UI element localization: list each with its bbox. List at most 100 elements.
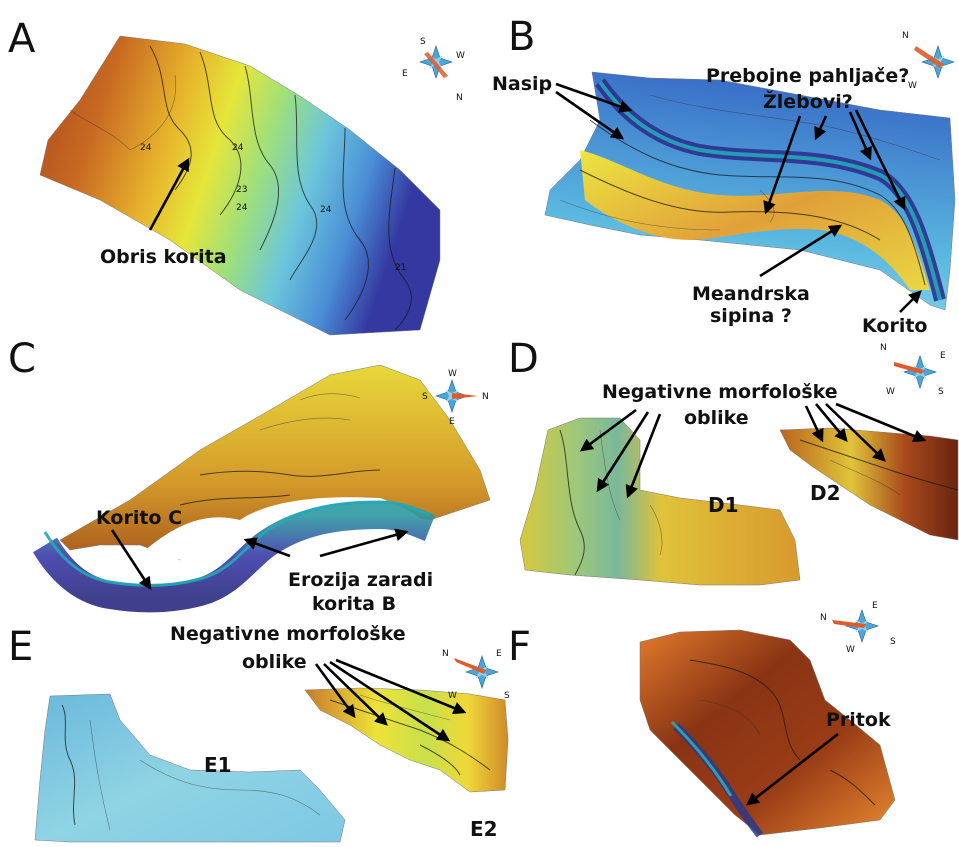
contours-e1 xyxy=(61,704,321,831)
svg-text:S: S xyxy=(890,637,896,647)
surface-e1 xyxy=(34,693,346,843)
compass-c: W S N E xyxy=(422,369,489,427)
svg-text:N: N xyxy=(482,392,489,402)
compass-a: S W E N xyxy=(402,37,465,103)
arrow-d1-2 xyxy=(596,411,650,493)
label-obris-korita: Obris korita xyxy=(100,246,227,268)
contour-label-a3: 23 xyxy=(236,185,247,195)
label-erozija-1: Erozija zaradi xyxy=(288,569,433,591)
svg-text:E: E xyxy=(940,351,946,361)
panel-e: E Negativne morfološke oblike E1 E2 N E … xyxy=(8,623,510,843)
arrow-levee-2 xyxy=(555,90,625,140)
label-d1: D1 xyxy=(708,493,739,517)
panel-f: F Pritok N E W S xyxy=(508,601,896,838)
surface-f xyxy=(639,629,896,836)
label-korito-c: Korito C xyxy=(96,507,182,529)
svg-text:E: E xyxy=(872,601,878,611)
svg-text:E: E xyxy=(449,417,455,427)
svg-text:S: S xyxy=(420,37,426,47)
panel-b: B Nasip Prebojne pahljače? Žlebovi? Mean… xyxy=(492,14,956,337)
arrow-groove-2 xyxy=(814,115,828,141)
label-pritok: Pritok xyxy=(826,709,891,731)
svg-text:W: W xyxy=(448,691,457,701)
surface-a xyxy=(39,35,441,336)
arrow-korito-b xyxy=(899,290,922,313)
arrow-crevasse-2 xyxy=(854,109,906,211)
label-korito-b: Korito xyxy=(862,315,927,337)
panel-letter-d: D xyxy=(508,336,539,382)
compass-b: N W xyxy=(902,31,955,91)
arrow-d1-1 xyxy=(579,408,637,452)
label-erozija-2: korita B xyxy=(312,593,396,615)
svg-text:W: W xyxy=(456,51,465,61)
arrow-e2-1 xyxy=(314,663,356,719)
panel-letter-c: C xyxy=(8,336,36,382)
arrow-pritok xyxy=(745,732,839,806)
arrow-e2-3 xyxy=(329,660,451,742)
svg-text:W: W xyxy=(448,369,457,379)
label-prebojne: Prebojne pahljače? xyxy=(706,65,909,87)
svg-text:N: N xyxy=(880,343,887,353)
contour-label-a6: 21 xyxy=(395,263,406,273)
svg-text:N: N xyxy=(902,31,909,41)
panel-letter-a: A xyxy=(8,16,36,62)
label-neg-d-2: oblike xyxy=(684,407,749,429)
contour-label-a4: 24 xyxy=(236,203,248,213)
arrow-d2-4 xyxy=(835,402,927,443)
panel-letter-e: E xyxy=(8,624,33,670)
surface-d1 xyxy=(519,417,801,586)
meander-bar-b xyxy=(580,150,930,290)
surface-e2 xyxy=(304,687,509,793)
channel-c xyxy=(32,500,436,613)
contours-d2 xyxy=(799,439,959,496)
label-sipina: sipina ? xyxy=(710,305,792,327)
label-e2: E2 xyxy=(470,817,498,841)
surface-c xyxy=(59,364,491,561)
svg-text:E: E xyxy=(496,649,502,659)
svg-text:S: S xyxy=(938,387,944,397)
contours-f xyxy=(689,659,876,806)
svg-text:N: N xyxy=(456,93,463,103)
contours-c xyxy=(179,393,381,506)
label-d2: D2 xyxy=(810,481,841,505)
svg-text:W: W xyxy=(908,81,917,91)
panel-c: C Korito C Erozija zaradi korita B W S N… xyxy=(8,336,491,615)
arrow-d2-2 xyxy=(815,403,848,442)
svg-text:N: N xyxy=(820,613,827,623)
contours-a xyxy=(69,45,412,331)
label-neg-d-1: Negativne morfološke xyxy=(602,381,838,403)
arrow-levee-1 xyxy=(555,82,633,113)
label-nasip: Nasip xyxy=(492,73,552,95)
label-meandrska: Meandrska xyxy=(692,283,810,305)
contour-label-a5: 24 xyxy=(320,205,332,215)
arrow-channel-outline xyxy=(148,157,190,231)
svg-text:W: W xyxy=(846,645,855,655)
svg-text:W: W xyxy=(886,387,895,397)
arrow-crevasse-1 xyxy=(848,111,872,161)
contour-label-a1: 24 xyxy=(140,143,152,153)
arrow-korito-c xyxy=(110,529,152,591)
arrow-point-bar xyxy=(759,224,843,278)
panel-d: D Negativne morfološke oblike D1 D2 N E … xyxy=(508,336,959,586)
label-e1: E1 xyxy=(204,753,232,777)
contours-b xyxy=(559,94,941,286)
arrow-e2-4 xyxy=(335,658,467,715)
arrow-d1-3 xyxy=(625,413,662,499)
svg-text:N: N xyxy=(442,649,449,659)
contour-label-a2: 24 xyxy=(232,143,244,153)
surface-d2 xyxy=(779,427,959,541)
arrow-d2-3 xyxy=(825,403,886,462)
arrow-groove-1 xyxy=(763,115,802,215)
compass-d: N E W S xyxy=(880,343,946,397)
svg-text:S: S xyxy=(422,392,428,402)
label-neg-e-1: Negativne morfološke xyxy=(170,623,406,645)
svg-text:S: S xyxy=(504,691,510,701)
label-zlebovi: Žlebovi? xyxy=(763,90,853,113)
panel-letter-b: B xyxy=(508,14,535,60)
arrow-e2-2 xyxy=(323,663,388,726)
compass-f: N E W S xyxy=(820,601,896,655)
svg-text:E: E xyxy=(402,69,408,79)
compass-e: N E W S xyxy=(442,649,510,701)
arrow-d2-1 xyxy=(804,405,824,443)
